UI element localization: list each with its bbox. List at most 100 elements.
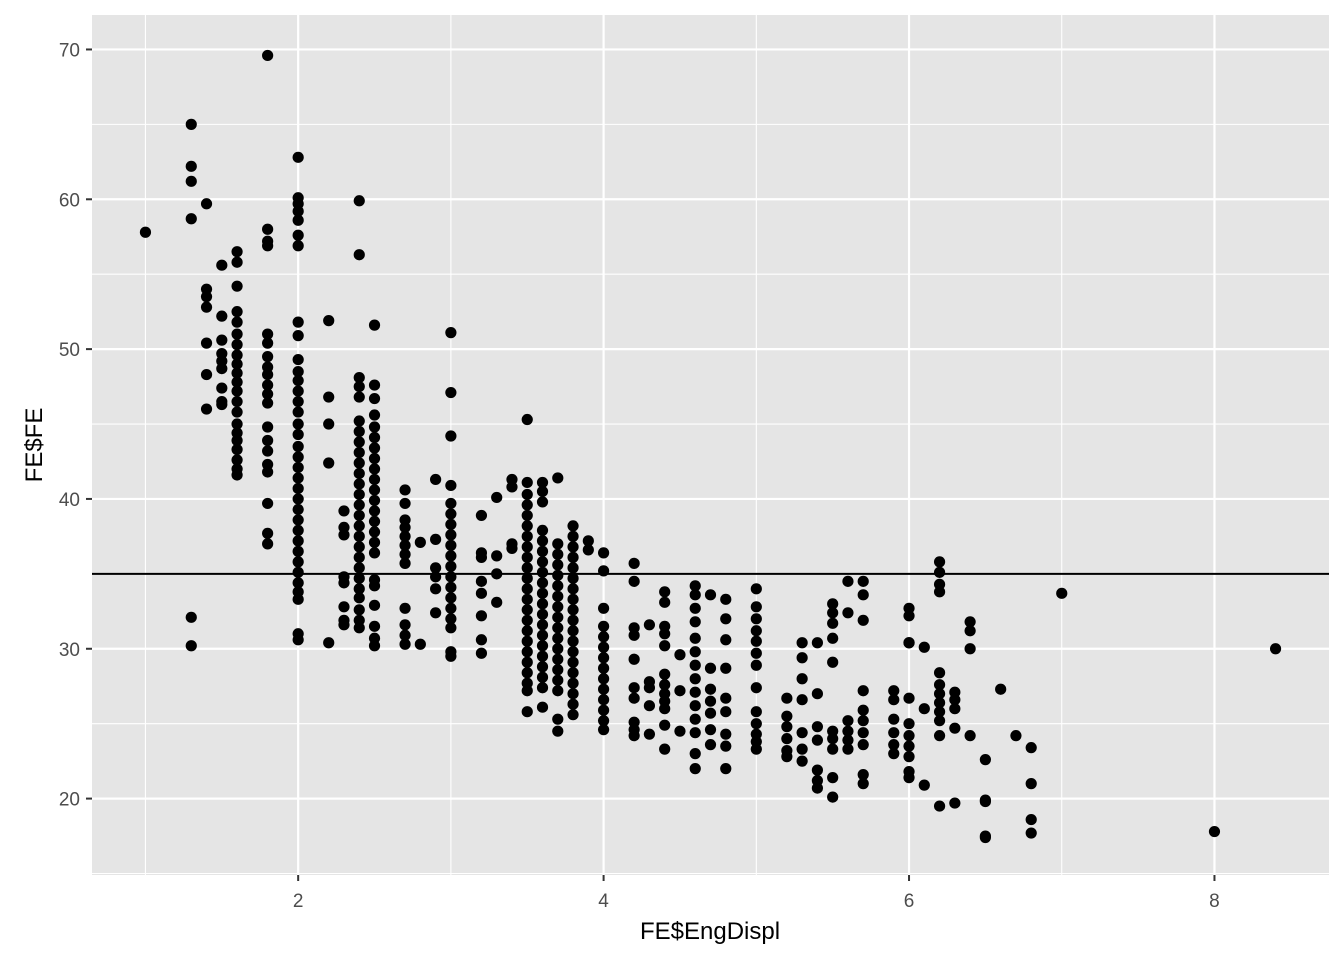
data-point xyxy=(582,535,594,547)
data-point xyxy=(399,539,411,551)
data-point xyxy=(842,575,854,587)
data-point xyxy=(597,641,610,653)
data-point xyxy=(231,349,243,361)
data-point xyxy=(430,583,442,595)
data-point xyxy=(750,635,762,647)
data-point xyxy=(521,572,533,584)
data-point xyxy=(292,514,304,526)
data-point xyxy=(445,602,457,614)
data-point xyxy=(659,668,671,680)
data-point xyxy=(536,476,549,489)
data-point xyxy=(704,724,717,736)
data-point xyxy=(262,49,274,62)
data-point xyxy=(567,698,579,710)
data-point xyxy=(292,353,304,366)
data-point xyxy=(567,667,579,679)
data-point xyxy=(536,629,549,641)
data-point xyxy=(597,715,610,727)
data-point xyxy=(353,572,365,584)
data-point xyxy=(262,466,274,478)
data-point xyxy=(353,488,365,501)
data-point xyxy=(552,569,564,581)
data-point xyxy=(811,782,824,794)
data-point xyxy=(445,327,457,339)
data-point xyxy=(353,520,365,532)
data-point xyxy=(567,572,579,584)
data-point xyxy=(567,541,579,553)
data-point xyxy=(262,445,274,457)
data-point xyxy=(353,604,365,616)
data-point xyxy=(704,662,717,674)
data-point xyxy=(292,440,304,453)
data-point xyxy=(567,688,579,700)
data-point xyxy=(796,694,808,706)
data-point xyxy=(536,566,549,578)
data-point xyxy=(399,638,411,650)
data-point xyxy=(949,694,961,706)
data-point xyxy=(933,800,946,812)
data-point xyxy=(475,634,488,646)
data-point xyxy=(521,635,533,647)
data-point xyxy=(399,530,411,542)
data-point xyxy=(399,484,411,496)
data-point xyxy=(521,667,533,679)
data-point xyxy=(659,719,671,731)
data-point xyxy=(292,151,304,163)
data-point xyxy=(200,198,213,210)
data-point xyxy=(430,607,442,619)
data-point xyxy=(552,580,564,592)
data-point xyxy=(200,337,213,349)
data-point xyxy=(857,769,869,781)
data-point xyxy=(567,656,579,668)
data-point xyxy=(216,259,228,271)
data-point xyxy=(796,637,808,649)
data-point xyxy=(811,637,824,649)
data-point xyxy=(185,611,197,623)
data-point xyxy=(888,694,900,706)
data-point xyxy=(292,503,304,516)
data-point xyxy=(292,535,304,547)
data-point xyxy=(567,614,579,626)
data-point xyxy=(368,442,381,454)
data-point xyxy=(1208,825,1221,838)
data-point xyxy=(216,310,228,322)
data-point xyxy=(796,673,808,685)
data-point xyxy=(368,319,381,331)
data-point xyxy=(338,529,350,541)
y-tick-label: 70 xyxy=(59,40,80,61)
data-point xyxy=(353,436,365,448)
data-point xyxy=(1025,827,1037,839)
data-point xyxy=(231,306,243,318)
data-point xyxy=(368,473,381,486)
data-point xyxy=(979,754,991,766)
data-point xyxy=(231,469,243,481)
data-point xyxy=(1010,730,1022,742)
data-point xyxy=(430,562,442,574)
data-point xyxy=(475,551,488,563)
data-point xyxy=(353,415,365,427)
data-point xyxy=(292,240,304,252)
data-point xyxy=(750,682,762,694)
data-point xyxy=(231,256,243,268)
data-point xyxy=(353,541,365,553)
y-tick-label: 50 xyxy=(59,340,80,361)
data-point xyxy=(689,763,701,775)
data-point xyxy=(995,683,1007,695)
data-point xyxy=(353,592,365,604)
data-point xyxy=(292,472,304,484)
data-point xyxy=(506,481,518,493)
data-point xyxy=(643,682,656,694)
data-point xyxy=(521,509,533,522)
data-point xyxy=(368,515,381,528)
data-point xyxy=(689,659,701,671)
data-point xyxy=(674,725,686,737)
data-point xyxy=(689,632,701,644)
data-point xyxy=(231,328,243,340)
data-point xyxy=(597,673,610,685)
data-point xyxy=(597,602,610,614)
data-point xyxy=(521,583,533,595)
data-point xyxy=(720,728,732,740)
data-point xyxy=(262,337,274,349)
data-point xyxy=(903,718,915,730)
